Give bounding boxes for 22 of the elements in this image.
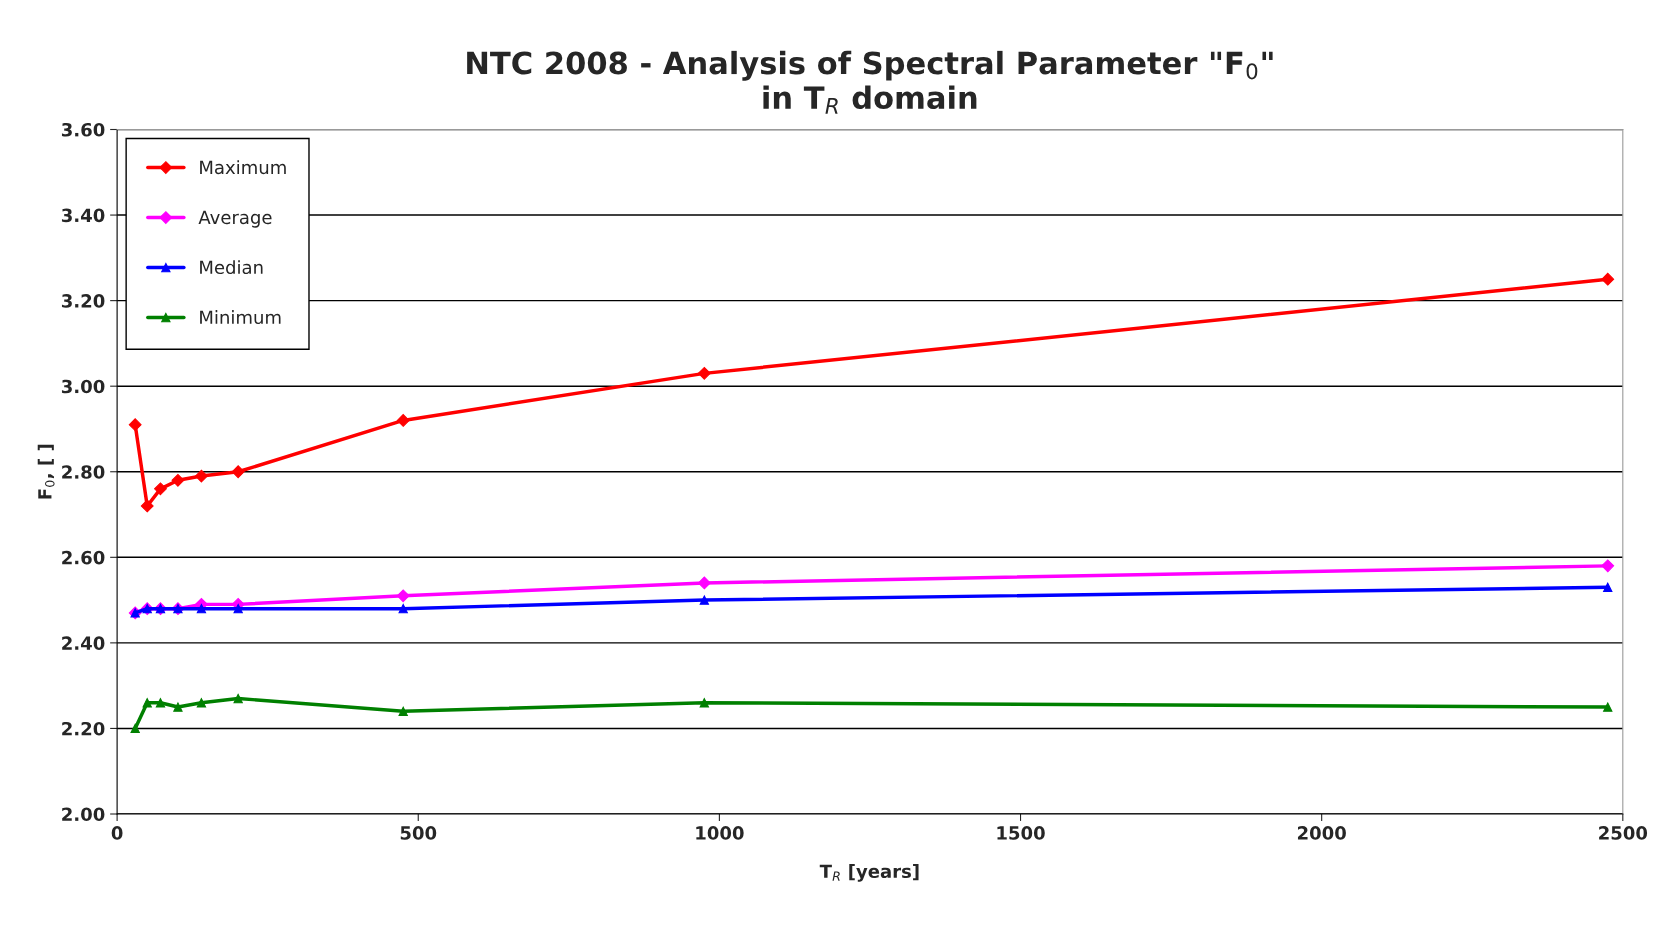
y-tick-label: 3.60 xyxy=(61,122,105,137)
y-tick-label: 2.20 xyxy=(62,721,105,736)
y-tick-label: 3.20 xyxy=(61,294,105,308)
chart-title: NTC 2008 - Analysis of Spectral Parameter "F$_{0}$" in T$_{R}$ domain xyxy=(467,50,1273,114)
x-tick-label: 500 xyxy=(400,826,437,840)
legend-label: Average xyxy=(198,210,272,228)
x-tick-label: 2000 xyxy=(1297,826,1346,840)
y-axis-title: F$_{0}$, [ ] xyxy=(37,444,55,499)
y-tick-label: 3.00 xyxy=(61,379,105,394)
x-tick-label: 1000 xyxy=(696,826,744,840)
y-tick-label: 2.80 xyxy=(62,465,105,479)
y-tick-label: 2.60 xyxy=(62,550,105,565)
legend-label: Maximum xyxy=(200,160,286,175)
x-tick-label: 0 xyxy=(111,826,123,840)
legend-label: Median xyxy=(200,260,263,275)
x-axis-title: T$_{R}$ [years] xyxy=(819,864,919,882)
legend-label: Minimum xyxy=(200,310,281,325)
y-tick-label: 3.40 xyxy=(61,208,105,223)
x-tick-label: 2500 xyxy=(1599,826,1648,840)
y-tick-label: 2.40 xyxy=(62,636,105,650)
y-tick-label: 2.00 xyxy=(62,807,105,822)
x-tick-label: 1500 xyxy=(997,826,1045,840)
